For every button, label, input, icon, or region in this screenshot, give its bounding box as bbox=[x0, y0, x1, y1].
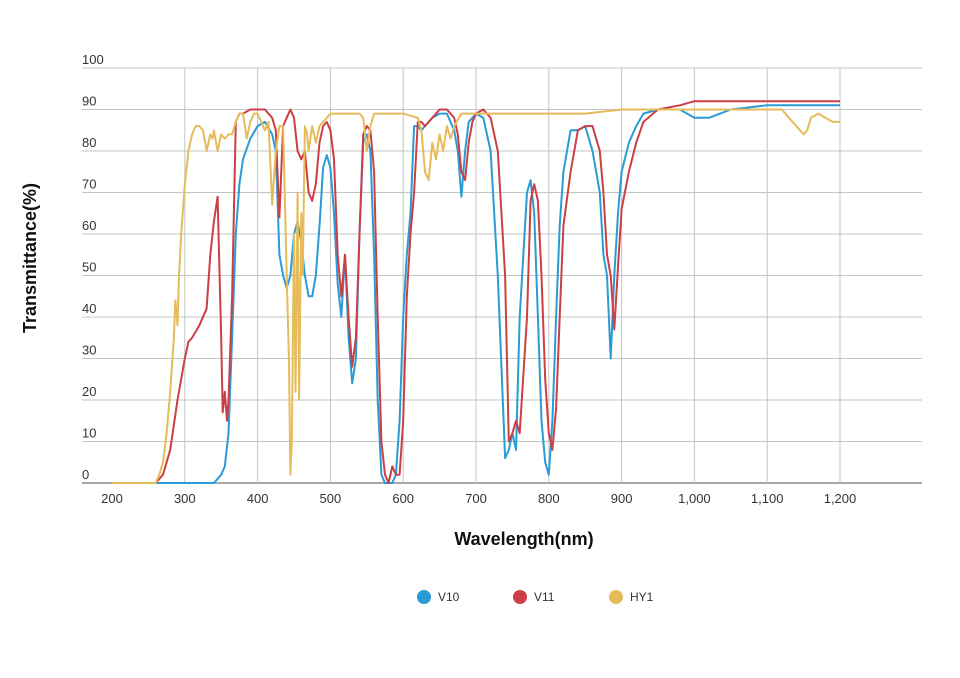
y-tick-label: 50 bbox=[82, 260, 96, 275]
y-tick-label: 20 bbox=[82, 384, 96, 399]
y-tick-label: 0 bbox=[82, 467, 89, 482]
x-tick-labels: 200 300 400 500 600 700 800 900 1,000 1,100 1,200 bbox=[101, 491, 856, 506]
x-tick-label: 200 bbox=[101, 491, 123, 506]
legend-marker-v10 bbox=[417, 590, 431, 604]
y-tick-label: 40 bbox=[82, 301, 96, 316]
x-tick-label: 1,000 bbox=[678, 491, 711, 506]
series-line-v10 bbox=[112, 104, 840, 484]
legend-label-hy1: HY1 bbox=[630, 590, 654, 604]
y-tick-label: 10 bbox=[82, 426, 96, 441]
y-tick-labels: 0 10 20 30 40 50 60 70 80 90 100 bbox=[82, 52, 104, 482]
y-axis-title: Transmittance(%) bbox=[20, 183, 40, 333]
x-tick-label: 1,100 bbox=[751, 491, 784, 506]
series-line-hy1 bbox=[112, 108, 840, 484]
x-axis-title: Wavelength(nm) bbox=[454, 529, 593, 549]
x-tick-label: 1,200 bbox=[824, 491, 857, 506]
y-tick-label: 80 bbox=[82, 135, 96, 150]
x-tick-label: 900 bbox=[611, 491, 633, 506]
x-tick-label: 800 bbox=[538, 491, 560, 506]
legend-label-v11: V11 bbox=[534, 590, 555, 604]
legend: V10 V11 HY1 bbox=[417, 590, 654, 604]
y-tick-label: 30 bbox=[82, 343, 96, 358]
legend-label-v10: V10 bbox=[438, 590, 460, 604]
legend-marker-hy1 bbox=[609, 590, 623, 604]
y-tick-label: 90 bbox=[82, 94, 96, 109]
y-tick-label: 70 bbox=[82, 177, 96, 192]
y-tick-label: 60 bbox=[82, 218, 96, 233]
x-tick-label: 500 bbox=[320, 491, 342, 506]
grid-lines bbox=[82, 67, 922, 484]
series-lines bbox=[112, 100, 840, 484]
x-tick-label: 700 bbox=[465, 491, 487, 506]
legend-marker-v11 bbox=[513, 590, 527, 604]
x-tick-label: 300 bbox=[174, 491, 196, 506]
x-tick-label: 400 bbox=[247, 491, 269, 506]
x-tick-label: 600 bbox=[392, 491, 414, 506]
y-tick-label: 100 bbox=[82, 52, 104, 67]
